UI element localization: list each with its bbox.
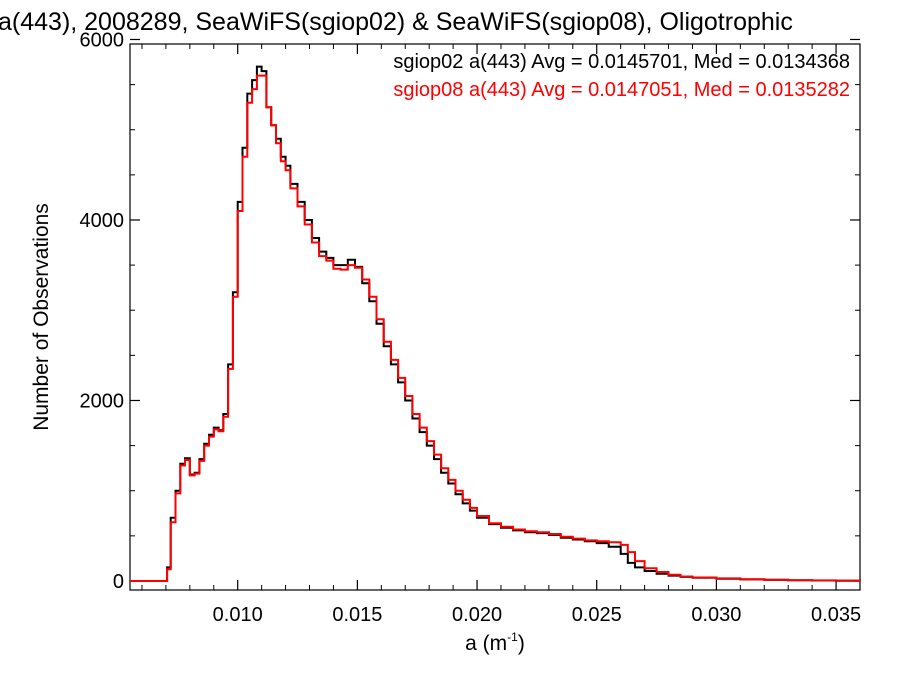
x-tick-label: 0.015 [332,604,382,626]
y-tick-label: 0 [113,571,124,593]
x-axis-label-main: a (m [465,632,507,655]
y-tick-label: 6000 [80,29,125,51]
series-line-sgiop02 [130,65,861,582]
x-tick-label: 0.010 [213,604,263,626]
x-axis: 0.010 0.015 0.020 0.025 0.030 0.035 [141,44,861,626]
x-tick-label: 0.030 [691,604,741,626]
legend-entry-sgiop08: sgiop08 a(443) Avg = 0.0147051, Med = 0.… [393,79,850,101]
series-layer [130,65,861,582]
y-tick-label: 2000 [80,390,125,412]
x-tick-label: 0.025 [572,604,622,626]
x-axis-label: a (m-1) [465,630,525,655]
series-line-sgiop08 [130,74,861,582]
plot-frame [129,43,861,591]
x-axis-label-close: ) [518,632,525,655]
x-tick-label: 0.020 [452,604,502,626]
x-axis-label-superscript: -1 [507,630,518,644]
chart-title: a(443), 2008289, SeaWiFS(sgiop02) & SeaW… [0,8,793,36]
y-axis: 0 2000 4000 6000 [80,29,860,593]
y-axis-label: Number of Observations [30,203,53,431]
legend: sgiop02 a(443) Avg = 0.0145701, Med = 0.… [393,51,850,101]
x-tick-label: 0.035 [811,604,861,626]
legend-entry-sgiop02: sgiop02 a(443) Avg = 0.0145701, Med = 0.… [393,51,850,73]
y-tick-label: 4000 [80,210,125,232]
plot-area-border [129,43,861,591]
